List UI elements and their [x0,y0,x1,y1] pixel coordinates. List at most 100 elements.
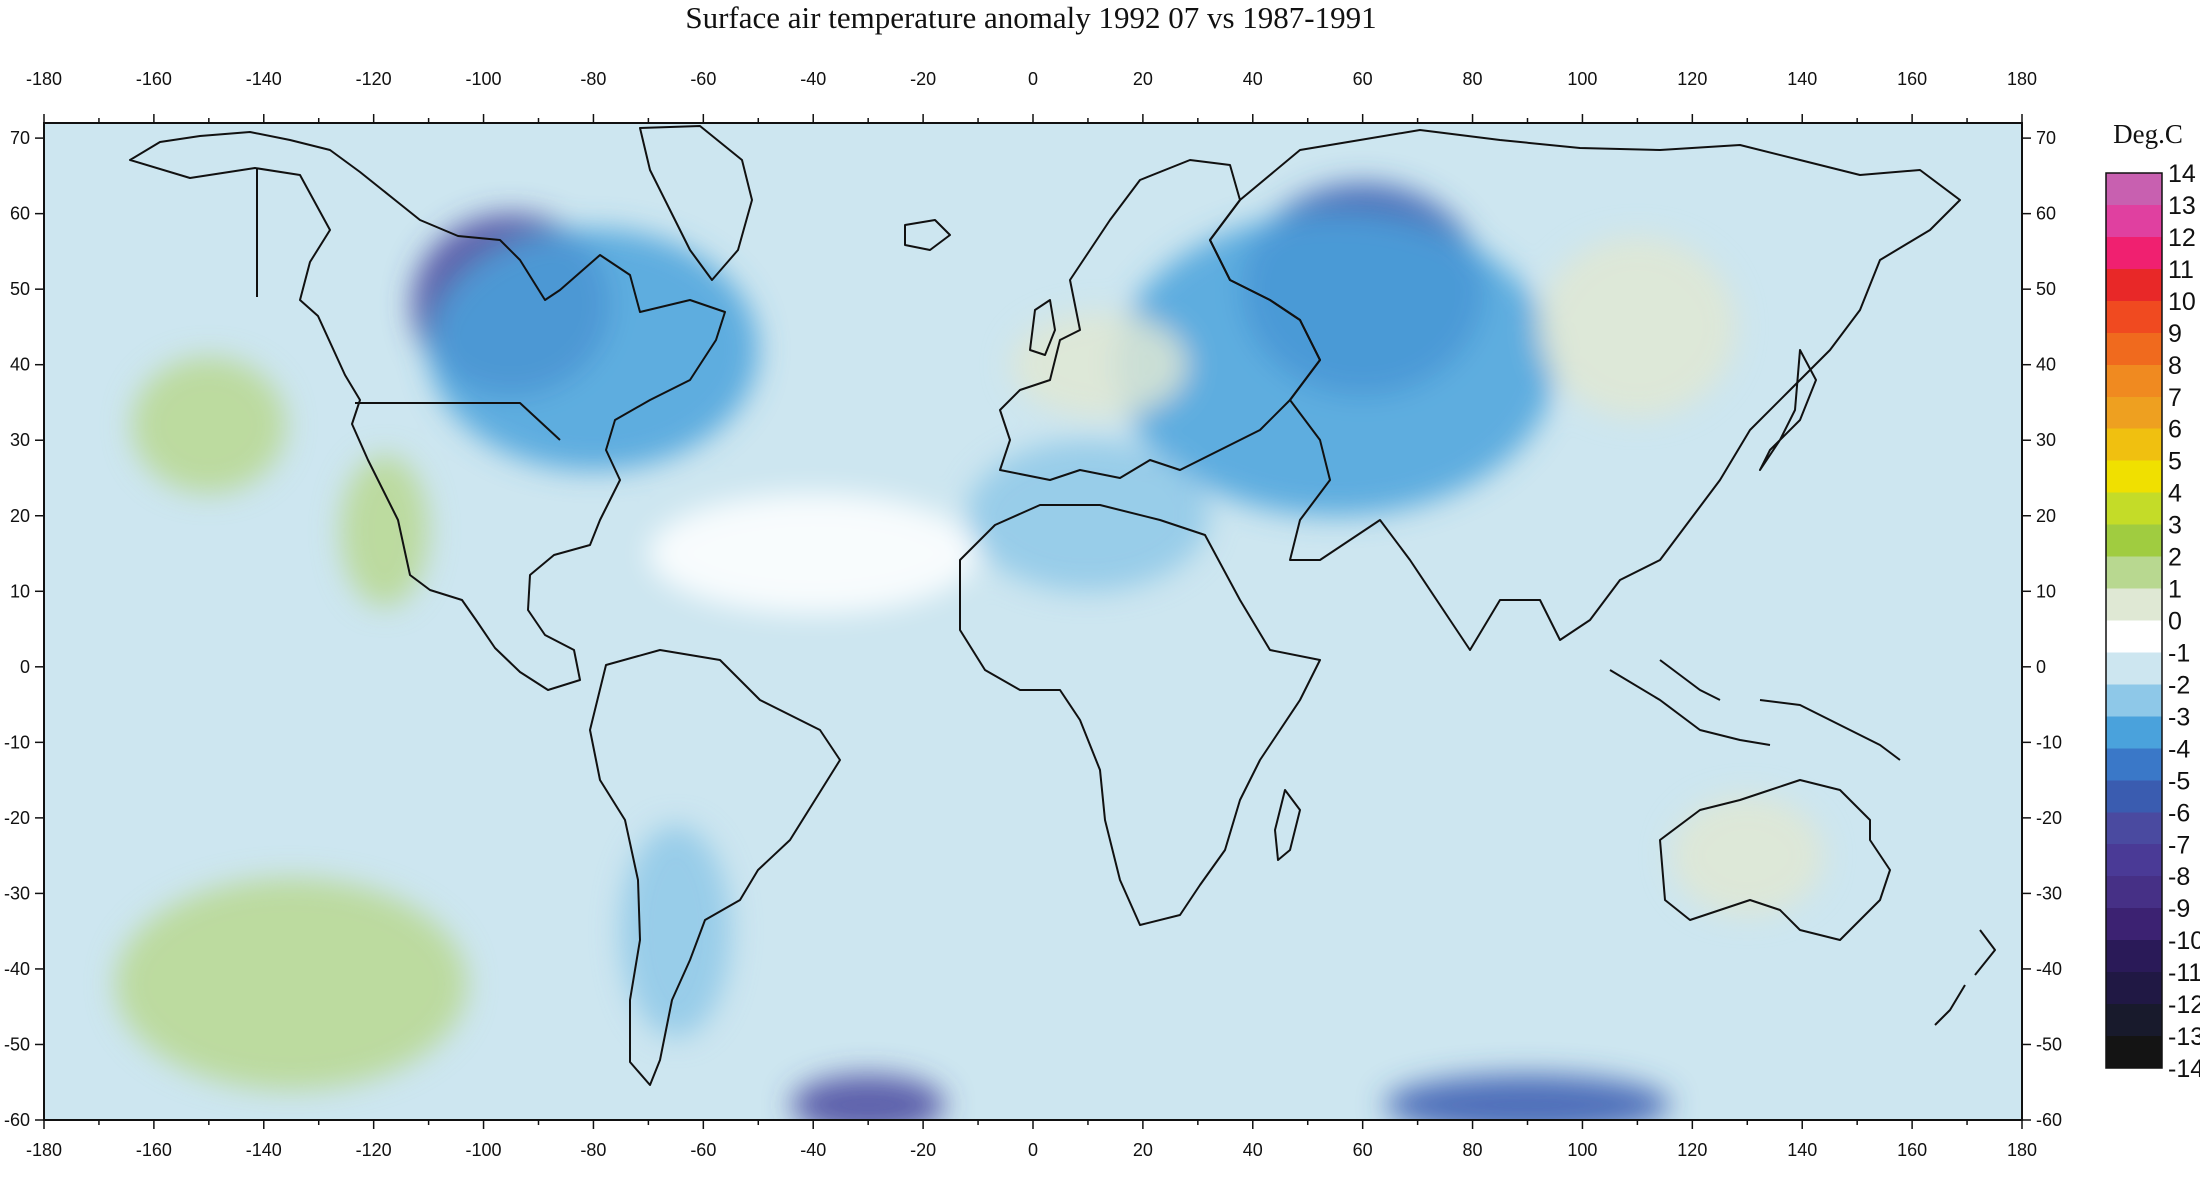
anomaly-region [1384,1074,1671,1120]
colorbar-tick-label: -12 [2168,991,2200,1019]
map-title: Surface air temperature anomaly 1992 07 … [685,0,1377,35]
colorbar: Deg.C 14131211109876543210-1-2-3-4-5-6-7… [2105,119,2200,1083]
colorbar-tick-label: 8 [2168,352,2182,380]
uk-outline [1029,299,1056,356]
x-tick-label-top: 120 [1677,69,1707,89]
colorbar-tick-label: 7 [2168,384,2182,412]
north-america-outline [129,131,726,691]
south-america-outline [589,649,841,1086]
y-tick-label-right: -30 [2036,883,2062,903]
x-tick-label-bottom: 120 [1677,1140,1707,1160]
colorbar-tick-label: -1 [2168,639,2190,667]
bottom-axis: -180 -160 -140 -120 -100 -80 -60 -40 -20 0 20 40 60 8… [26,1120,2037,1160]
top-axis: -180 -160 -140 -120 -100 -80 -60 -40 -20 0 20 40 60 8… [26,69,2037,123]
y-tick-label-right: 30 [2036,430,2056,450]
colorbar-tick-label: 5 [2168,448,2182,476]
new-zealand-outline [1934,929,1996,1026]
x-tick-label-top: 40 [1243,69,1263,89]
colorbar-tick-label: 2 [2168,544,2182,572]
colorbar-tick-label: 14 [2168,160,2196,188]
colorbar-tick-label: 10 [2168,288,2196,316]
colorbar-tick-label: 3 [2168,512,2182,540]
colorbar-tick-label: 1 [2168,576,2182,604]
colorbar-tick-label: -5 [2168,767,2190,795]
colorbar-tick-label: -3 [2168,703,2190,731]
anomaly-region [967,440,1209,592]
colorbar-tick-label: -2 [2168,671,2190,699]
x-tick-label-top: -60 [690,69,716,89]
x-tick-label-top: -100 [466,69,502,89]
anomaly-region [1538,236,1737,418]
x-tick-label-bottom: 40 [1243,1140,1263,1160]
x-tick-label-top: 60 [1353,69,1373,89]
us-canada-border [355,402,561,441]
x-tick-label-top: -40 [800,69,826,89]
anomaly-region [620,825,731,1037]
x-tick-label-top: 100 [1567,69,1597,89]
x-tick-label-bottom: 0 [1028,1140,1038,1160]
y-tick-label-right: 10 [2036,581,2056,601]
colorbar-tick-label: -8 [2168,863,2190,891]
colorbar-gradient [2105,172,2163,1069]
anomaly-region [1670,795,1825,917]
y-tick-label-right: -20 [2036,808,2062,828]
x-tick-label-top: -20 [910,69,936,89]
anomaly-region [340,455,429,607]
coastlines [129,125,1996,1086]
x-tick-label-top: -140 [246,69,282,89]
y-tick-label-right: 20 [2036,506,2056,526]
y-tick-label-left: 0 [20,657,30,677]
x-tick-label-bottom: -40 [800,1140,826,1160]
x-tick-label-top: -160 [136,69,172,89]
x-tick-label-bottom: -120 [356,1140,392,1160]
anomaly-region [1011,311,1187,418]
x-tick-label-bottom: 20 [1133,1140,1153,1160]
x-tick-label-top: 80 [1463,69,1483,89]
colorbar-tick-label: -7 [2168,831,2190,859]
colorbar-tick-label: 12 [2168,224,2196,252]
colorbar-tick-label: 0 [2168,608,2182,636]
madagascar-outline [1274,789,1301,861]
y-tick-label-left: 70 [10,128,30,148]
x-tick-label-bottom: -100 [466,1140,502,1160]
colorbar-tick-label: 11 [2168,256,2194,284]
australia-outline [1659,779,1891,941]
x-tick-label-bottom: 140 [1787,1140,1817,1160]
anomaly-region [115,878,468,1090]
x-tick-label-bottom: -160 [136,1140,172,1160]
y-tick-label-right: 70 [2036,128,2056,148]
japan-outline [1759,349,1817,471]
x-tick-label-bottom: 160 [1897,1140,1927,1160]
y-tick-label-left: -20 [4,808,30,828]
x-tick-label-top: -80 [580,69,606,89]
anomaly-region [791,1074,946,1120]
colorbar-tick-label: 9 [2168,320,2182,348]
y-tick-label-left: 50 [10,279,30,299]
y-tick-label-left: 60 [10,204,30,224]
y-tick-label-right: -50 [2036,1034,2062,1054]
y-tick-label-left: -60 [4,1110,30,1130]
colorbar-tick-label: -13 [2168,1023,2200,1051]
anomaly-region [428,228,759,471]
iceland-outline [904,219,951,251]
x-tick-label-top: 20 [1133,69,1153,89]
y-tick-label-right: 0 [2036,657,2046,677]
indonesia-outline [1609,659,1901,761]
y-tick-label-right: -40 [2036,959,2062,979]
y-tick-label-right: 60 [2036,204,2056,224]
y-tick-label-left: 30 [10,430,30,450]
anomaly-field [115,183,1825,1120]
colorbar-tick-label: -4 [2168,735,2190,763]
colorbar-tick-label: 6 [2168,416,2182,444]
x-tick-label-top: 140 [1787,69,1817,89]
colorbar-tick-label: -6 [2168,799,2190,827]
y-tick-label-left: -50 [4,1034,30,1054]
x-tick-label-top: -180 [26,69,62,89]
y-tick-label-left: 20 [10,506,30,526]
x-tick-label-bottom: 180 [2007,1140,2037,1160]
x-tick-label-bottom: 80 [1463,1140,1483,1160]
y-tick-label-left: -10 [4,732,30,752]
anomaly-region [648,493,979,614]
y-tick-label-right: 40 [2036,355,2056,375]
